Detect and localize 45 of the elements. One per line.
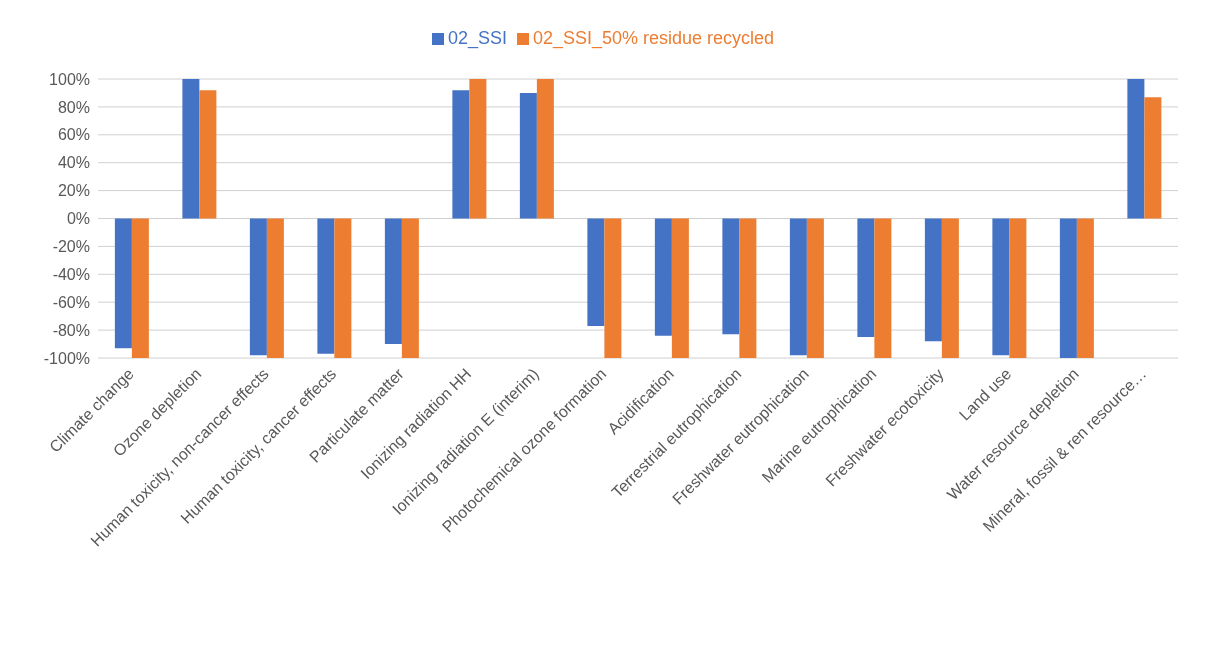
bar — [722, 218, 740, 335]
bar — [131, 218, 149, 358]
bar — [671, 218, 689, 358]
bar — [317, 218, 335, 354]
bar — [789, 218, 807, 356]
y-tick-label: -60% — [52, 293, 90, 311]
bar — [1059, 218, 1077, 358]
y-tick-label: -40% — [52, 265, 90, 283]
legend-label: 02_SSI_50% residue recycled — [532, 28, 775, 48]
bar — [519, 92, 537, 219]
bar — [469, 79, 487, 219]
bar — [114, 218, 132, 349]
y-tick-label: -100% — [43, 349, 90, 367]
y-tick-label: -20% — [52, 238, 90, 256]
bar — [1144, 97, 1162, 219]
bar — [992, 218, 1010, 356]
bar — [874, 218, 892, 358]
bar — [587, 218, 605, 326]
bar — [536, 79, 554, 219]
bar — [334, 218, 352, 358]
bar — [654, 218, 672, 336]
y-tick-label: -80% — [52, 321, 90, 339]
bar — [266, 218, 284, 358]
y-tick-label: 20% — [57, 182, 90, 200]
bar — [739, 218, 757, 358]
bar — [249, 218, 267, 356]
y-tick-label: 40% — [57, 154, 90, 172]
bar — [1076, 218, 1094, 358]
y-tick-label: 80% — [57, 98, 90, 116]
bar — [401, 218, 419, 358]
bar — [604, 218, 622, 358]
legend-label: 02_SSI — [447, 28, 507, 48]
bar — [1127, 79, 1145, 219]
bar — [199, 90, 217, 219]
bar — [806, 218, 824, 358]
bar — [941, 218, 959, 358]
bar — [1009, 218, 1027, 358]
bar — [384, 218, 402, 345]
bar — [452, 90, 470, 219]
bar — [182, 79, 200, 219]
bar — [857, 218, 875, 338]
y-tick-label: 60% — [57, 126, 90, 144]
y-tick-label: 0% — [66, 210, 90, 228]
bar — [924, 218, 942, 342]
y-tick-label: 100% — [49, 70, 90, 88]
